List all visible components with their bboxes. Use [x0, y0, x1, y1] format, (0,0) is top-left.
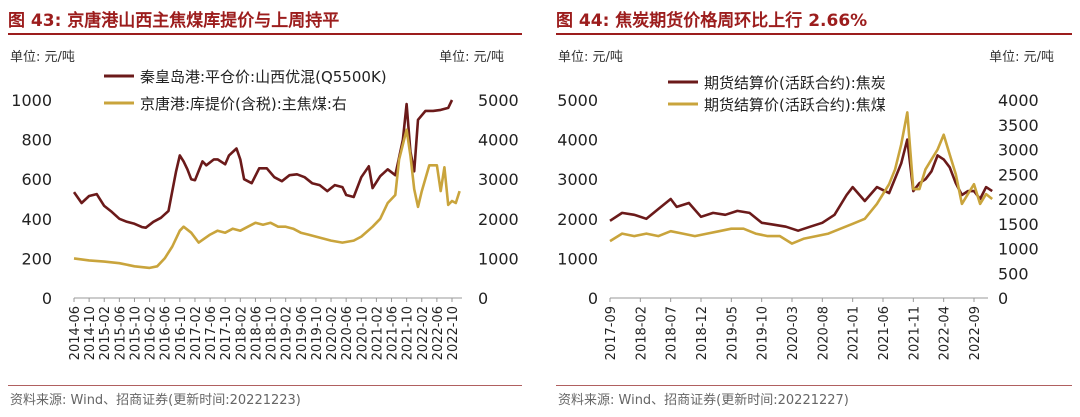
x-tick-label: 2017-02	[189, 306, 204, 360]
line-chart-futures: 0 1000 2000 3000 4000 5000 0 500 1000 1500 2000 250…	[557, 74, 1039, 360]
legend-label: 秦皇岛港:平仓价:山西优混(Q5500K)	[140, 68, 387, 86]
x-tick-label: 2015-10	[128, 306, 143, 360]
x-tick-label: 2022-02	[416, 306, 431, 360]
y-left-tick-label: 400	[21, 210, 52, 229]
x-tick-label: 2019-10	[310, 306, 325, 360]
unit-label-right: 单位: 元/吨	[439, 50, 504, 65]
y-right-tick-label: 500	[998, 264, 1029, 283]
legend-label: 期货结算价(活跃合约):焦煤	[704, 96, 886, 114]
x-tick-label: 2020-02	[325, 306, 340, 360]
x-tick-label: 2021-06	[386, 306, 401, 360]
y-left-tick-label: 0	[42, 289, 52, 308]
y-left-tick-label: 4000	[557, 131, 598, 150]
x-tick-label: 2015-06	[113, 306, 128, 360]
chart-title: 图 44: 焦炭期货价格周环比上行 2.66%	[556, 11, 868, 31]
y-left-tick-label: 1000	[11, 91, 52, 110]
y-left-tick-label: 2000	[557, 210, 598, 229]
x-tick-label: 2018-07	[665, 306, 680, 360]
series-line-secondary	[73, 128, 461, 270]
x-tick-label: 2022-10	[446, 306, 461, 360]
y-right-tick-label: 1500	[998, 215, 1039, 234]
series-line-primary	[609, 138, 993, 232]
y-right-tick-label: 0	[998, 289, 1008, 308]
source-note: 资料来源: Wind、招商证券(更新时间:20221223)	[10, 393, 301, 408]
x-tick-label: 2021-02	[370, 306, 385, 360]
y-right-tick-label: 4000	[478, 131, 519, 150]
x-tick-label: 2015-02	[98, 306, 113, 360]
y-left-tick-label: 200	[21, 249, 52, 268]
y-right-tick-label: 0	[478, 289, 488, 308]
y-right-tick-label: 3000	[998, 141, 1039, 160]
unit-label-right: 单位: 元/吨	[989, 50, 1054, 65]
x-tick-label: 2016-06	[159, 306, 174, 360]
y-right-tick-label: 2500	[998, 165, 1039, 184]
y-left-tick-label: 600	[21, 170, 52, 189]
y-right-tick-label: 4000	[998, 91, 1039, 110]
y-right-tick-label: 3000	[478, 170, 519, 189]
x-tick-label: 2016-10	[174, 306, 189, 360]
x-tick-label: 2017-06	[204, 306, 219, 360]
source-note: 资料来源: Wind、招商证券(更新时间:20221227)	[558, 393, 849, 408]
y-left-tick-label: 3000	[557, 170, 598, 189]
x-tick-label: 2020-08	[816, 306, 831, 360]
x-tick-label: 2021-10	[401, 306, 416, 360]
x-tick-label: 2018-12	[695, 306, 710, 360]
x-tick-label: 2022-09	[968, 306, 983, 360]
series-line-primary	[72, 99, 454, 229]
series-line-secondary	[609, 111, 994, 245]
x-tick-label: 2018-06	[249, 306, 264, 360]
footer-divider	[556, 385, 1072, 386]
x-tick-label: 2020-03	[786, 306, 801, 360]
x-tick-label: 2021-11	[907, 306, 922, 360]
x-tick-label: 2017-09	[604, 306, 619, 360]
x-tick-label: 2019-06	[295, 306, 310, 360]
y-right-tick-label: 2000	[998, 190, 1039, 209]
y-right-tick-label: 3500	[998, 116, 1039, 135]
unit-label-left: 单位: 元/吨	[558, 50, 623, 65]
x-tick-label: 2014-06	[68, 306, 83, 360]
x-tick-label: 2017-10	[219, 306, 234, 360]
y-right-tick-label: 2000	[478, 210, 519, 229]
x-tick-label: 2021-06	[877, 306, 892, 360]
x-tick-label: 2022-06	[431, 306, 446, 360]
x-tick-label: 2018-10	[265, 306, 280, 360]
y-right-tick-label: 1000	[478, 249, 519, 268]
y-left-tick-label: 1000	[557, 249, 598, 268]
x-tick-label: 2020-10	[355, 306, 370, 360]
chart-panel-coal-price: 图 43: 京唐港山西主焦煤库提价与上周持平 单位: 元/吨 单位: 元/吨 0…	[0, 0, 530, 417]
x-tick-label: 2014-10	[83, 306, 98, 360]
chart-panel-coke-futures: 图 44: 焦炭期货价格周环比上行 2.66% 单位: 元/吨 单位: 元/吨 …	[548, 0, 1080, 417]
x-tick-label: 2021-01	[847, 306, 862, 360]
legend-label: 期货结算价(活跃合约):焦炭	[704, 74, 886, 92]
y-left-tick-label: 0	[588, 289, 598, 308]
chart-title: 图 43: 京唐港山西主焦煤库提价与上周持平	[8, 11, 340, 31]
y-right-tick-label: 5000	[478, 91, 519, 110]
x-tick-label: 2019-10	[756, 306, 771, 360]
x-tick-label: 2019-02	[280, 306, 295, 360]
title-divider	[556, 33, 1072, 35]
x-tick-label: 2020-06	[340, 306, 355, 360]
x-tick-label: 2022-04	[938, 306, 953, 360]
unit-label-left: 单位: 元/吨	[10, 50, 75, 65]
legend-label: 京唐港:库提价(含税):主焦煤:右	[140, 95, 347, 113]
y-left-tick-label: 800	[21, 131, 52, 150]
title-divider	[8, 33, 522, 35]
x-tick-label: 2018-02	[634, 306, 649, 360]
footer-divider	[8, 385, 522, 386]
x-tick-label: 2016-02	[144, 306, 159, 360]
y-right-tick-label: 1000	[998, 240, 1039, 259]
x-tick-label: 2018-02	[234, 306, 249, 360]
line-chart-coal: 0 200 400 600 800 1000 0 1000 2000 3000 4000 5000 20…	[11, 68, 519, 360]
y-left-tick-label: 5000	[557, 91, 598, 110]
x-tick-label: 2019-05	[725, 306, 740, 360]
